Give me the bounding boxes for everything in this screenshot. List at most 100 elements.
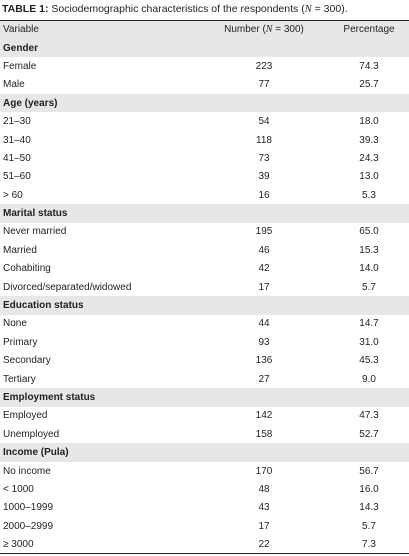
row-label: Male	[3, 79, 25, 91]
header-text: Number (	[224, 24, 266, 36]
number-cell: 46	[258, 244, 270, 256]
data-row: < 1000 48 16.0	[0, 480, 409, 498]
data-row: 41–50 73 24.3	[0, 149, 409, 167]
row-label: < 1000	[3, 483, 34, 495]
section-row: Employment status	[0, 388, 409, 407]
number-cell: 170	[255, 465, 273, 477]
title-label: TABLE 1:	[2, 3, 49, 15]
percentage-cell: 5.7	[362, 281, 376, 293]
number-cell: 93	[258, 336, 270, 348]
section-row: Marital status	[0, 204, 409, 223]
percentage-cell: 9.0	[362, 373, 376, 385]
number-cell: 17	[258, 281, 270, 293]
number-cell: 54	[258, 116, 270, 128]
data-row: Cohabiting 42 14.0	[0, 260, 409, 278]
data-row: 1000–1999 43 14.3	[0, 499, 409, 517]
section-title: Employment status	[0, 388, 199, 407]
column-header: Percentage	[329, 20, 409, 39]
percentage-cell: 18.0	[359, 116, 379, 128]
row-label: Secondary	[3, 355, 51, 367]
number-cell: 44	[258, 318, 270, 330]
percentage-cell: 5.7	[362, 520, 376, 532]
cell	[329, 443, 409, 462]
data-row: Male 77 25.7	[0, 76, 409, 94]
section-row: Education status	[0, 296, 409, 315]
header-row: Variable Number (N = 300) Percentage	[0, 20, 409, 39]
data-row: No income 170 56.7	[0, 462, 409, 480]
title-n: N	[304, 4, 312, 15]
cell	[199, 296, 329, 315]
cell	[329, 204, 409, 223]
number-cell: 39	[258, 171, 270, 183]
row-label: 21–30	[3, 116, 31, 128]
row-label: Employed	[3, 410, 48, 422]
cell	[329, 94, 409, 113]
column-header: Variable	[0, 20, 199, 39]
row-label: 31–40	[3, 134, 31, 146]
row-label: None	[3, 318, 27, 330]
percentage-cell: 45.3	[359, 355, 379, 367]
data-row: None 44 14.7	[0, 315, 409, 333]
number-cell: 118	[256, 134, 272, 146]
cell	[199, 388, 329, 407]
cell	[199, 94, 329, 113]
number-cell: 142	[255, 410, 273, 422]
data-row: 31–40 118 39.3	[0, 131, 409, 149]
number-cell: 158	[255, 428, 273, 440]
data-row: Married 46 15.3	[0, 241, 409, 259]
data-row: Secondary 136 45.3	[0, 352, 409, 370]
row-label: Primary	[3, 336, 38, 348]
row-label: Cohabiting	[3, 263, 51, 275]
row-label: Married	[3, 244, 37, 256]
percentage-cell: 65.0	[359, 226, 379, 238]
number-cell: 136	[255, 355, 273, 367]
percentage-cell: 14.3	[359, 502, 379, 514]
cell	[199, 443, 329, 462]
title-text: = 300).	[311, 3, 348, 15]
percentage-cell: 31.0	[359, 336, 379, 348]
data-row: Primary 93 31.0	[0, 333, 409, 351]
data-row: ≥ 3000 22 7.3	[0, 535, 409, 553]
cell	[329, 296, 409, 315]
row-label: Tertiary	[3, 373, 36, 385]
table: Variable Number (N = 300) Percentage Gen…	[0, 20, 409, 555]
number-cell: 48	[258, 483, 270, 495]
cell	[329, 388, 409, 407]
number-cell: 43	[258, 502, 270, 514]
section-title: Gender	[0, 38, 199, 58]
data-row: > 60 16 5.3	[0, 186, 409, 204]
row-label: Unemployed	[3, 428, 60, 440]
data-row: 2000–2999 17 5.7	[0, 517, 409, 535]
percentage-cell: 5.3	[362, 189, 376, 201]
column-header: Number (N = 300)	[199, 20, 329, 39]
data-row: Never married 195 65.0	[0, 223, 409, 241]
data-row: Divorced/separated/widowed 17 5.7	[0, 278, 409, 296]
cell	[199, 204, 329, 223]
percentage-cell: 24.3	[359, 152, 379, 164]
header-text: = 300)	[272, 24, 304, 36]
row-label: Divorced/separated/widowed	[3, 281, 132, 293]
number-cell: 195	[255, 226, 273, 238]
number-cell: 77	[258, 79, 270, 91]
section-title: Age (years)	[0, 94, 199, 113]
row-label: Female	[3, 60, 37, 72]
cell	[329, 38, 409, 58]
row-label: 41–50	[3, 152, 31, 164]
percentage-cell: 56.7	[359, 465, 379, 477]
table-title: TABLE 1: Sociodemographic characteristic…	[2, 3, 348, 15]
data-row: Employed 142 47.3	[0, 407, 409, 425]
section-title: Education status	[0, 296, 199, 315]
number-cell: 16	[258, 189, 270, 201]
section-row: Income (Pula)	[0, 443, 409, 462]
data-row: 51–60 39 13.0	[0, 168, 409, 186]
section-row: Gender	[0, 38, 409, 58]
row-label: 1000–1999	[3, 502, 54, 514]
percentage-cell: 74.3	[359, 60, 379, 72]
percentage-cell: 13.0	[359, 171, 379, 183]
section-row: Age (years)	[0, 94, 409, 113]
section-title: Marital status	[0, 204, 199, 223]
row-label: No income	[3, 465, 51, 477]
data-row: Unemployed 158 52.7	[0, 425, 409, 443]
percentage-cell: 47.3	[359, 410, 379, 422]
